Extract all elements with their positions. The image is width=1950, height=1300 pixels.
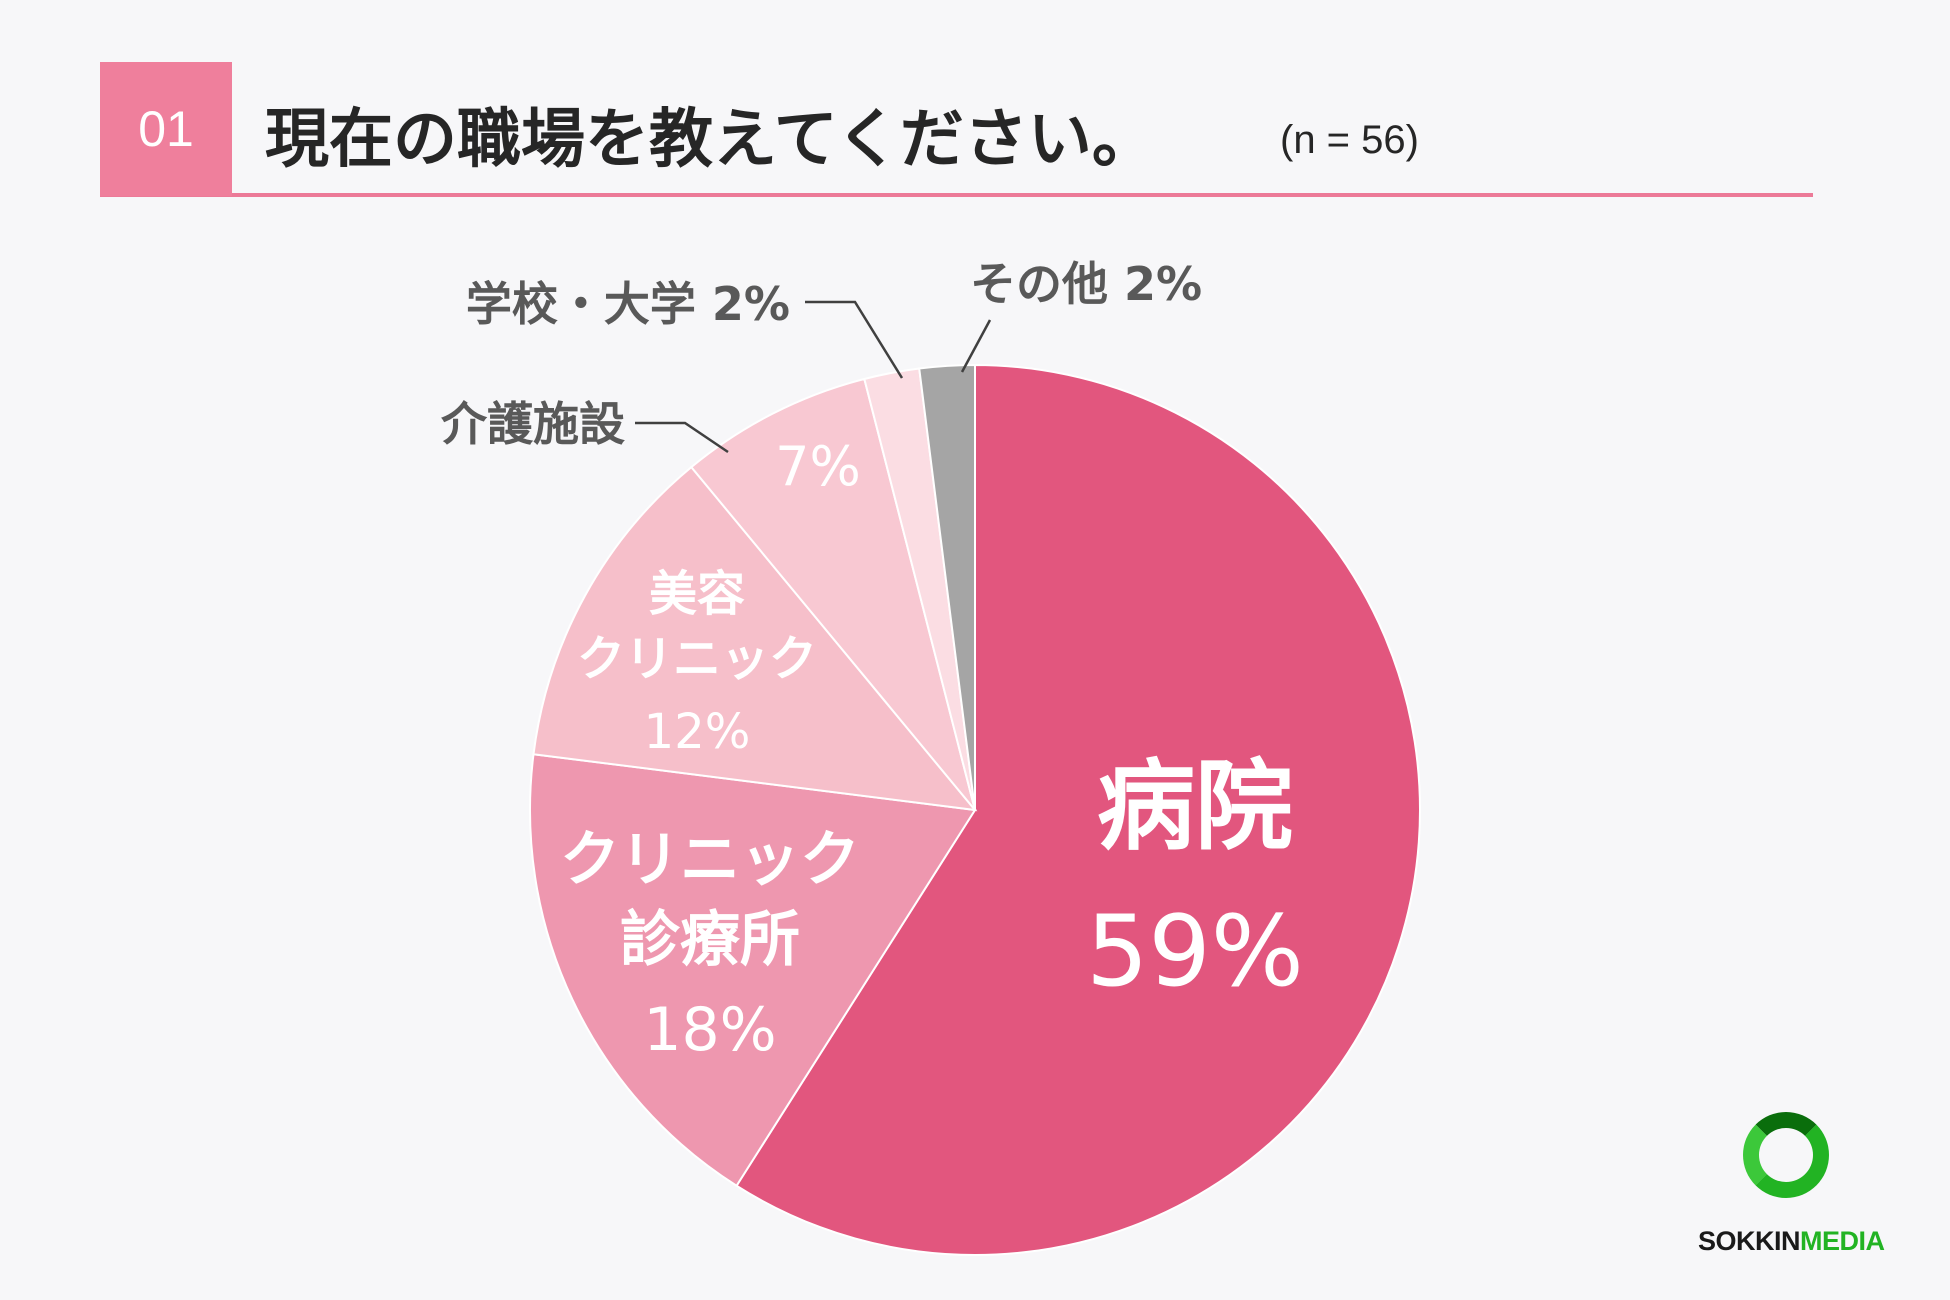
callout-line-care-facility (635, 421, 729, 454)
pie-value-beauty-clinic: 12% (644, 704, 751, 760)
logo-text-part1: SOKKIN (1698, 1226, 1801, 1256)
pie-label-hospital-0: 病院 (1097, 750, 1293, 864)
pie-label-other: その他 2% (970, 257, 1202, 311)
pie-label-care-facility: 介護施設 (441, 397, 625, 451)
pie-slice-care-facility (689, 377, 976, 811)
logo-ring-icon (1743, 1112, 1829, 1198)
pie-value-hospital: 59% (1086, 895, 1304, 1009)
pie-label-beauty-clinic-0: 美容 (649, 566, 745, 622)
pie-value-clinic: 18% (643, 995, 776, 1065)
question-title: 現在の職場を教えてください。 (265, 103, 1156, 177)
pie-slice-hospital (735, 363, 1421, 1256)
pie-slice-other (918, 363, 976, 811)
pie-label-school-university: 学校・大学 2% (466, 277, 790, 331)
pie-label-clinic-0: クリニック (560, 825, 860, 895)
callout-line-other (960, 319, 992, 373)
callout-line-school-university (805, 300, 904, 379)
pie-label-clinic-1: 診療所 (620, 905, 800, 975)
pie-slice-beauty-clinic (532, 465, 978, 812)
sokkin-media-logo: SOKKINMEDIA (1688, 1108, 1908, 1258)
header-rule (100, 193, 1813, 197)
pie-slice-clinic (529, 753, 977, 1188)
pie-label-beauty-clinic-1: クリニック (577, 631, 817, 687)
logo-text-part2: MEDIA (1800, 1226, 1885, 1256)
question-number-badge: 01 (100, 62, 232, 196)
sample-size: (n = 56) (1280, 118, 1419, 162)
pie-value-care-facility: 7% (775, 435, 861, 498)
